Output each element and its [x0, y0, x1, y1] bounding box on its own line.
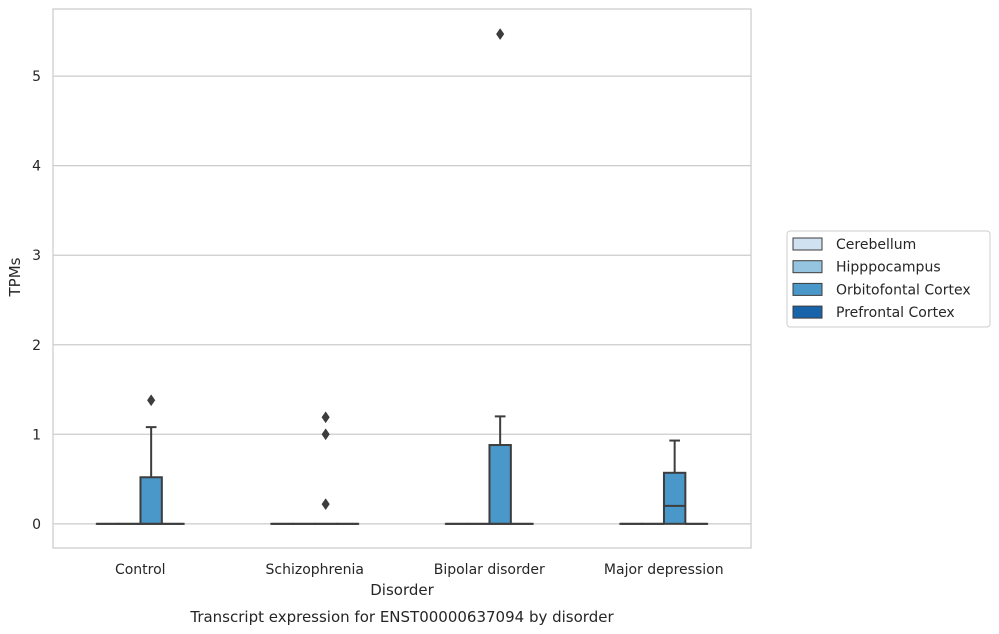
x-tick-label: Bipolar disorder [434, 562, 545, 578]
legend-swatch [792, 237, 823, 251]
y-tick-label: 0 [32, 517, 41, 533]
box [488, 444, 512, 525]
y-tick-labels: 0 1 2 3 4 5 [32, 69, 41, 533]
x-axis-label: Disorder [370, 581, 434, 599]
legend-label: Prefrontal Cortex [836, 305, 955, 321]
box [662, 471, 687, 525]
x-tick-label: Major depression [604, 562, 724, 578]
box [139, 476, 163, 525]
legend-label: Orbitofontal Cortex [836, 282, 971, 298]
legend-label: Cerebellum [836, 237, 916, 253]
y-tick-label: 1 [32, 427, 41, 443]
y-tick-label: 3 [32, 248, 41, 264]
y-tick-label: 4 [32, 159, 41, 175]
outlier-point [496, 28, 505, 41]
legend-swatch [792, 260, 823, 274]
legend: Cerebellum Hipppocampus Orbitofontal Corte… [786, 230, 991, 328]
legend-swatch [792, 305, 823, 319]
y-tick-label: 5 [32, 69, 41, 85]
legend-label: Hipppocampus [836, 260, 941, 276]
legend-frame [786, 230, 991, 328]
outlier-point [321, 428, 330, 441]
box-group [139, 394, 163, 525]
outlier-point [147, 394, 156, 407]
outlier-point [321, 411, 330, 424]
y-tick-label: 2 [32, 338, 41, 354]
x-tick-label: Schizophrenia [266, 562, 364, 578]
x-tick-labels: Control Schizophrenia Bipolar disorder Majo… [115, 562, 724, 578]
outlier-point [321, 498, 330, 511]
box-layer [95, 28, 709, 525]
box-group [313, 411, 338, 525]
box-group [488, 28, 512, 525]
legend-swatch [792, 282, 823, 296]
box-group [662, 439, 687, 525]
y-axis-label: TPMs [6, 257, 24, 297]
chart-title: Transcript expression for ENST0000063709… [189, 608, 614, 626]
x-tick-label: Control [115, 562, 166, 578]
plot-frame [52, 8, 752, 549]
